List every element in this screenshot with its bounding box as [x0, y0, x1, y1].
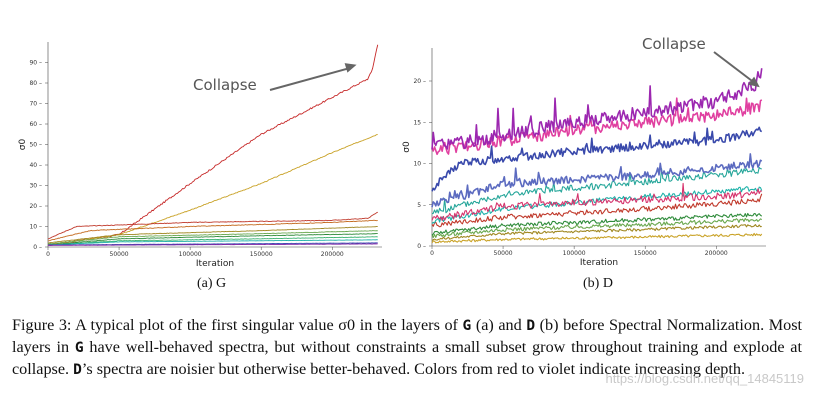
y-axis-title: σ0 [402, 141, 412, 153]
series-line-layer-4 [47, 219, 378, 242]
y-tick-label: 60 – [29, 121, 42, 128]
series-line-layer-8 [47, 236, 378, 246]
series-line-layer-3 [431, 217, 763, 239]
subcaption-b: (b) D [583, 276, 613, 292]
chart-panel-D: 0 – 5 – 10 – 15 – 20 – 0 50000 100000 150000 2000… [402, 35, 766, 268]
y-tick-label: 0 – [33, 244, 42, 251]
series-line-layer-8 [431, 166, 762, 215]
annotation-collapse-label: Collapse [642, 35, 706, 53]
caption-segment: σ0 [338, 316, 356, 334]
series-line-layer-7 [431, 182, 762, 222]
y-axis-title: σ0 [18, 139, 28, 151]
caption-segment: ’s spectra are noisier but otherwise bet… [81, 360, 746, 378]
annotation-collapse-label: Collapse [193, 76, 257, 94]
x-tick-label: 100000 [563, 250, 586, 257]
subcaption-b-text: (b) D [583, 276, 613, 291]
y-tick-label: 40 – [29, 162, 42, 169]
figure-caption: Figure 3: A typical plot of the first si… [12, 315, 802, 381]
x-tick-label: 150000 [250, 251, 273, 258]
watermark: https://blog.csdn.net/qq_14845119 [605, 371, 804, 386]
y-tick-label: 80 – [29, 80, 42, 87]
chart-panel-G: 0 – 10 – 20 – 30 – 40 – 50 – 60 – 70 – 80 – 90 – 0… [18, 42, 382, 269]
y-tick-label: 50 – [29, 142, 42, 149]
annotation-arrow-head [344, 63, 357, 73]
annotation-arrow-line [713, 51, 755, 84]
y-tick-label: 70 – [29, 101, 42, 108]
y-tick-label: 10 – [413, 161, 426, 168]
caption-segment: G [74, 340, 84, 356]
caption-segment: G [462, 318, 472, 334]
subcaption-a: (a) G [197, 276, 226, 292]
series-line-layer-10 [431, 126, 763, 192]
series-line-layer-12 [431, 68, 763, 150]
caption-segment: (a) and [471, 316, 527, 334]
x-tick-label: 150000 [634, 250, 657, 257]
caption-segment: A typical plot of the first singular val… [71, 316, 339, 334]
caption-segment: (b) before Spectral Normalization. Most … [12, 316, 802, 356]
x-tick-label: 100000 [179, 251, 202, 258]
x-axis-title: Iteration [196, 259, 234, 269]
series-line-layer-3 [47, 211, 378, 240]
caption-segment: D [526, 318, 536, 334]
figure: 0 – 10 – 20 – 30 – 40 – 50 – 60 – 70 – 80 – 90 – 0… [18, 35, 766, 269]
series-line-layer-2 [431, 224, 762, 242]
y-tick-label: 15 – [413, 119, 426, 126]
x-tick-label: 0 [430, 250, 434, 257]
series-line-layer-9 [47, 239, 378, 246]
caption-segment: have well-behaved spectra, but without c… [12, 338, 802, 378]
series-line-layer-10 [47, 242, 378, 246]
series-line-layer-7 [47, 233, 378, 246]
x-tick-label: 200000 [705, 250, 728, 257]
x-tick-label: 50000 [110, 251, 129, 258]
series-line-layer-9 [431, 153, 763, 208]
caption-label: Figure 3: [12, 316, 72, 334]
x-tick-label: 200000 [321, 251, 344, 258]
series-line-layer-6 [431, 186, 763, 225]
series-line-layer-1 [431, 232, 763, 244]
caption-segment: in the layers of [355, 316, 463, 334]
series-line-layer-6 [47, 230, 378, 245]
subcaption-a-text: (a) G [197, 276, 227, 291]
series-line-layer-5 [431, 193, 763, 228]
annotation-arrow-line [269, 66, 351, 91]
annotation-arrow-head [748, 76, 760, 88]
y-tick-label: 20 – [29, 203, 42, 210]
caption-segment: D [73, 362, 82, 378]
x-tick-label: 0 [46, 251, 50, 258]
series-line-layer-4 [431, 212, 763, 236]
series-line-layer-5 [47, 225, 378, 244]
y-tick-label: 0 – [417, 243, 426, 250]
y-tick-label: 30 – [29, 183, 42, 190]
series-line-layer-11 [47, 243, 378, 246]
x-tick-label: 50000 [494, 250, 513, 257]
y-tick-label: 20 – [413, 78, 426, 85]
y-tick-label: 5 – [417, 202, 426, 209]
x-axis-title: Iteration [580, 258, 618, 268]
y-tick-label: 10 – [29, 224, 42, 231]
y-tick-label: 90 – [29, 60, 42, 67]
